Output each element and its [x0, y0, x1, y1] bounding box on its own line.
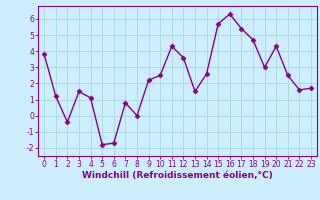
X-axis label: Windchill (Refroidissement éolien,°C): Windchill (Refroidissement éolien,°C)	[82, 171, 273, 180]
